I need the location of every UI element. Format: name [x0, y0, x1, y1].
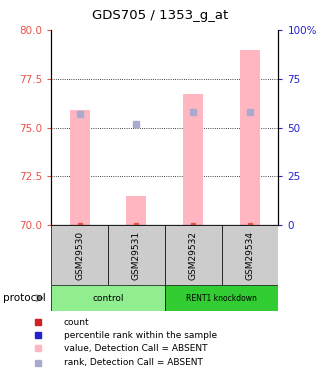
Bar: [51, 225, 108, 285]
Text: percentile rank within the sample: percentile rank within the sample: [64, 331, 217, 340]
Text: control: control: [92, 294, 124, 303]
Text: value, Detection Call = ABSENT: value, Detection Call = ABSENT: [64, 344, 207, 353]
Bar: [70, 110, 90, 225]
Bar: [183, 94, 203, 225]
Text: rank, Detection Call = ABSENT: rank, Detection Call = ABSENT: [64, 358, 203, 368]
Bar: [108, 225, 165, 285]
Bar: [165, 285, 278, 311]
Text: GSM29530: GSM29530: [75, 230, 84, 280]
Bar: [240, 50, 260, 225]
Text: count: count: [64, 318, 90, 327]
Bar: [51, 285, 165, 311]
Bar: [165, 225, 221, 285]
Text: GSM29531: GSM29531: [132, 230, 141, 280]
Text: GSM29532: GSM29532: [189, 231, 198, 279]
Bar: [126, 196, 146, 225]
Text: protocol: protocol: [3, 293, 46, 303]
Text: GSM29534: GSM29534: [245, 231, 254, 279]
Bar: [221, 225, 278, 285]
Text: RENT1 knockdown: RENT1 knockdown: [186, 294, 257, 303]
Text: GDS705 / 1353_g_at: GDS705 / 1353_g_at: [92, 9, 228, 22]
